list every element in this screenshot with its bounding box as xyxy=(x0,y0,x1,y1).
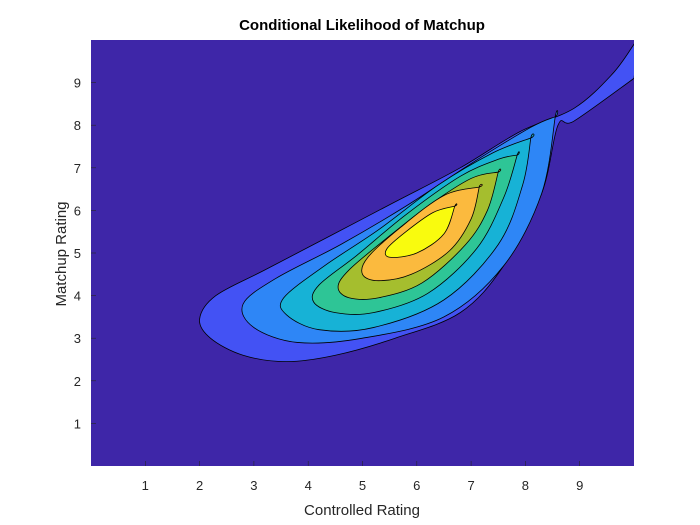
y-axis-label: Matchup Rating xyxy=(53,201,70,306)
contour-level-7 xyxy=(384,203,458,258)
x-axis-ticks: 1 2 3 4 5 6 7 8 9 xyxy=(142,461,583,493)
x-axis-label: Controlled Rating xyxy=(304,502,420,519)
y-axis-ticks: 1 2 3 4 5 6 7 8 9 xyxy=(74,76,96,431)
y-tick-label: 5 xyxy=(74,246,81,261)
y-tick-label: 8 xyxy=(74,118,81,133)
y-tick-label: 4 xyxy=(74,289,81,304)
y-tick-label: 9 xyxy=(74,76,81,91)
x-tick-label: 2 xyxy=(196,478,203,493)
x-tick-label: 4 xyxy=(305,478,312,493)
y-tick-label: 7 xyxy=(74,161,81,176)
y-tick-label: 1 xyxy=(74,416,81,431)
chart-title: Conditional Likelihood of Matchup xyxy=(239,17,485,34)
x-tick-label: 3 xyxy=(250,478,257,493)
x-tick-label: 9 xyxy=(576,478,583,493)
x-tick-label: 6 xyxy=(413,478,420,493)
x-tick-label: 1 xyxy=(142,478,149,493)
x-tick-label: 5 xyxy=(359,478,366,493)
plot-area xyxy=(91,40,634,466)
x-tick-label: 8 xyxy=(522,478,529,493)
y-tick-label: 6 xyxy=(74,203,81,218)
y-tick-label: 3 xyxy=(74,331,81,346)
y-tick-label: 2 xyxy=(74,374,81,389)
x-tick-label: 7 xyxy=(467,478,474,493)
